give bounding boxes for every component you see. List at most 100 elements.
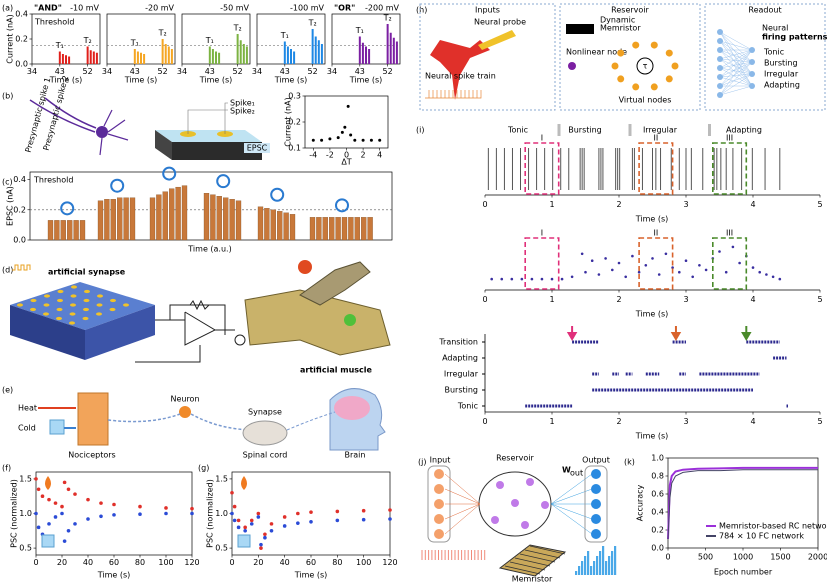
x-tick-label: 40 — [83, 558, 93, 567]
epsc-bar — [54, 220, 60, 241]
x-title: Time (s) — [97, 571, 131, 580]
legend-label: Tonic — [507, 126, 528, 135]
x-tick-label: -4 — [309, 151, 317, 160]
output-node — [749, 83, 755, 89]
threshold-label: Threshold — [34, 18, 74, 27]
y-tick-label: 1.5 — [19, 474, 32, 483]
current-bar — [136, 51, 139, 64]
reservoir-node — [496, 481, 504, 489]
brain-label: Brain — [345, 451, 366, 460]
psc-point — [99, 501, 103, 505]
psc-point — [309, 510, 313, 514]
epsc-bar — [329, 217, 335, 241]
x-title: Time (s) — [274, 76, 308, 85]
readout-edge — [719, 73, 753, 96]
output-label: Output — [582, 456, 610, 465]
output-edge — [550, 503, 593, 535]
readout-title: firing patterns — [762, 33, 827, 42]
psc-point — [335, 518, 340, 523]
y-tick-label: 0.1 — [288, 144, 301, 153]
scatter-point — [758, 270, 761, 274]
heat-label: Heat — [18, 404, 37, 413]
epsc-bar — [169, 188, 175, 241]
scatter-point — [691, 275, 694, 279]
pulse-label: T₁ — [355, 26, 364, 35]
x-tick-label: 1000 — [733, 552, 753, 561]
y-tick-label: 1.5 — [215, 474, 228, 483]
virtual-node — [665, 49, 673, 57]
x-title: Time (s) — [635, 310, 669, 319]
memristor-label: Memristor — [600, 24, 641, 33]
scatter-point — [500, 277, 504, 281]
scatter-point — [490, 277, 494, 281]
x-tick-label: 34 — [177, 67, 187, 76]
nonlinear-label: Nonlinear node — [566, 48, 627, 57]
psc-point — [230, 490, 234, 495]
psc-point — [36, 487, 41, 492]
input-node — [434, 529, 444, 539]
x-title: ΔT — [341, 158, 351, 167]
psc-point — [388, 508, 392, 512]
spike-train-label: Neural spike train — [425, 72, 496, 81]
section-box — [704, 3, 826, 111]
flame-icon — [241, 476, 247, 490]
psc-point — [53, 515, 58, 519]
x-tick-label: 34 — [27, 67, 37, 76]
panel-label: (a) — [2, 4, 13, 13]
transition-arrow — [741, 326, 752, 341]
voltage-label: -100 mV — [290, 4, 324, 13]
panel-label: (f) — [2, 464, 11, 473]
readout-node — [717, 38, 723, 44]
current-bar — [58, 51, 61, 64]
readout-edge — [719, 31, 753, 51]
current-bar — [167, 46, 170, 64]
pattern-label: Bursting — [764, 59, 798, 68]
x-tick-label: 1500 — [770, 552, 790, 561]
x-tick-label: 0 — [33, 558, 38, 567]
x-tick-label: 2000 — [808, 552, 827, 561]
window-label: II — [653, 134, 658, 143]
x-title: Time (s) — [124, 76, 158, 85]
y-title: Accuracy — [636, 484, 645, 521]
scatter-point — [510, 277, 514, 281]
epsc-bar — [203, 193, 210, 241]
synapse-dot — [69, 321, 75, 325]
psc-point — [47, 497, 51, 502]
panel-label: (h) — [416, 6, 427, 15]
synapse-dot — [96, 312, 102, 316]
epsc-bar — [175, 186, 181, 241]
device-body — [172, 142, 262, 160]
legend-separator — [628, 124, 632, 136]
legend-label: 784 × 10 FC network — [719, 532, 804, 541]
scatter-point — [550, 277, 554, 281]
x-tick-label: 4 — [750, 417, 755, 426]
epsc-bar — [79, 220, 86, 241]
scatter-point — [590, 259, 594, 263]
current-bar — [208, 46, 211, 64]
x-tick-label: 0 — [482, 200, 487, 209]
histogram-bar — [611, 551, 614, 575]
x-title: Time (s) — [49, 76, 83, 85]
state-label: Transition — [438, 338, 478, 347]
psc-point — [86, 497, 90, 502]
psc-point — [296, 511, 300, 516]
x-tick-label: 80 — [135, 558, 145, 567]
y-tick-label: 0.2 — [15, 35, 28, 44]
section-box — [559, 3, 701, 111]
readout-edge — [719, 40, 753, 63]
w-label: W — [562, 466, 571, 475]
voltage-label: -20 mV — [145, 4, 174, 13]
crossbar-top — [10, 282, 155, 330]
epsc-bar — [229, 199, 235, 241]
synapse-dot — [57, 298, 63, 303]
output-node — [749, 47, 755, 53]
virtual-node — [650, 83, 658, 91]
psc-point — [164, 506, 168, 510]
crossbar — [498, 544, 567, 577]
x-tick-label: 4 — [377, 151, 382, 160]
legend-separator — [557, 124, 561, 136]
scatter-point — [644, 264, 648, 267]
epsc-label: EPSC — [247, 144, 268, 153]
scatter-point — [631, 254, 634, 258]
x-tick-label: 4 — [750, 200, 755, 209]
